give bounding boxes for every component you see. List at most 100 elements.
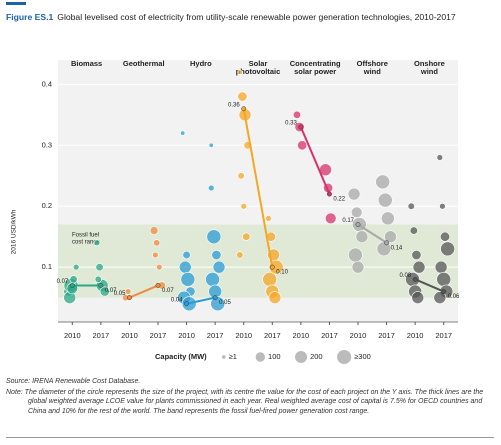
x-tick-label: 2017 bbox=[150, 331, 167, 340]
average-point bbox=[212, 295, 218, 301]
project-bubble bbox=[384, 230, 397, 244]
average-point bbox=[98, 282, 104, 288]
project-bubble bbox=[439, 203, 446, 210]
project-bubble bbox=[149, 226, 159, 235]
average-point bbox=[355, 222, 361, 227]
x-tick-label: 2010 bbox=[121, 331, 138, 340]
x-tick-label: 2017 bbox=[207, 331, 224, 340]
project-bubble bbox=[94, 275, 102, 283]
x-tick-label: 2010 bbox=[178, 331, 195, 340]
project-bubble bbox=[93, 239, 101, 247]
value-label: 0.36 bbox=[228, 102, 240, 108]
average-line bbox=[414, 278, 445, 293]
band-label-line: cost range bbox=[72, 239, 101, 245]
average-point bbox=[184, 301, 190, 307]
category-label: Hydro bbox=[190, 59, 212, 68]
average-point bbox=[298, 124, 304, 130]
value-label: 0.14 bbox=[391, 245, 403, 251]
y-tick-label: 0.4 bbox=[42, 79, 52, 88]
project-bubble bbox=[72, 263, 80, 271]
project-bubble bbox=[377, 192, 393, 208]
header: Figure ES.1 Global levelised cost of elec… bbox=[6, 0, 486, 23]
legend-label: ≥1 bbox=[229, 352, 237, 361]
project-bubble bbox=[375, 174, 391, 190]
x-tick-label: 2017 bbox=[93, 331, 110, 340]
project-bubble bbox=[351, 260, 365, 274]
average-line bbox=[357, 223, 388, 244]
value-label: 0.10 bbox=[276, 270, 288, 276]
average-line bbox=[299, 126, 331, 195]
category-label-line: wind bbox=[363, 67, 381, 76]
category-label-line: solar power bbox=[294, 67, 336, 76]
project-bubble bbox=[156, 263, 163, 271]
project-bubble bbox=[325, 212, 337, 225]
project-bubble bbox=[347, 187, 361, 201]
y-tick-label: 0.1 bbox=[42, 262, 52, 271]
project-bubble bbox=[355, 230, 369, 244]
x-tick-label: 2017 bbox=[264, 331, 281, 340]
average-point bbox=[326, 191, 332, 197]
y-axis-label: 2016 USD/kWh bbox=[11, 209, 18, 254]
project-bubble bbox=[237, 172, 245, 180]
project-bubble bbox=[205, 272, 220, 287]
project-bubble bbox=[182, 250, 191, 260]
project-bubble bbox=[381, 211, 395, 226]
project-bubble bbox=[407, 202, 415, 210]
project-bubble bbox=[297, 140, 308, 151]
legend-bubble bbox=[255, 352, 266, 362]
accent-bar bbox=[6, 2, 26, 5]
project-bubble bbox=[376, 241, 392, 257]
project-bubble bbox=[180, 130, 186, 136]
project-bubble bbox=[237, 69, 243, 75]
category-label-line: Solar bbox=[249, 59, 268, 68]
average-point bbox=[126, 295, 132, 301]
category-label: Solar photovoltaic bbox=[236, 59, 281, 76]
project-bubble bbox=[208, 142, 214, 148]
project-bubble bbox=[436, 272, 452, 287]
project-bubble bbox=[212, 260, 226, 274]
x-tick-label: 2010 bbox=[64, 331, 81, 340]
x-tick-label: 2010 bbox=[235, 331, 252, 340]
x-tick-label: 2017 bbox=[435, 331, 452, 340]
figure-label: Figure ES.1 bbox=[6, 12, 54, 22]
project-bubble bbox=[99, 286, 110, 297]
project-bubble bbox=[240, 203, 247, 210]
project-bubble bbox=[350, 206, 363, 219]
y-tick-label: 0.2 bbox=[42, 201, 52, 210]
project-bubble bbox=[208, 184, 215, 192]
average-point bbox=[384, 240, 390, 246]
band-label-line: Fossil fuel bbox=[72, 232, 99, 238]
value-label: 0.08 bbox=[399, 273, 411, 279]
project-bubble bbox=[292, 110, 302, 119]
category-label-line: Offshore bbox=[357, 59, 388, 68]
category-label: Concentrating solar power bbox=[290, 59, 341, 76]
category-label: Onshore wind bbox=[414, 59, 445, 76]
project-bubble bbox=[433, 291, 447, 304]
project-bubble bbox=[242, 232, 251, 241]
project-bubble bbox=[152, 251, 159, 259]
x-tick-label: 2010 bbox=[293, 331, 310, 340]
average-point bbox=[155, 282, 161, 288]
project-bubble bbox=[180, 272, 196, 287]
project-bubble bbox=[153, 239, 161, 247]
average-line bbox=[242, 108, 274, 268]
project-bubble bbox=[206, 229, 222, 245]
x-tick-label: 2017 bbox=[378, 331, 395, 340]
project-bubble bbox=[237, 91, 248, 102]
project-bubble bbox=[411, 249, 422, 260]
legend-label: 200 bbox=[310, 352, 323, 361]
project-bubble bbox=[124, 288, 132, 295]
category-label-line: Onshore bbox=[414, 59, 445, 68]
project-bubble bbox=[411, 291, 425, 304]
fossil-band bbox=[58, 224, 458, 298]
average-point bbox=[412, 276, 418, 282]
legend-bubble bbox=[295, 350, 308, 364]
average-point bbox=[441, 289, 447, 294]
value-label: 0.07 bbox=[57, 279, 69, 285]
value-label: 0.17 bbox=[342, 218, 354, 224]
value-label: 0.22 bbox=[333, 197, 345, 203]
x-tick-label: 2017 bbox=[321, 331, 338, 340]
value-label: 0.05 bbox=[114, 291, 126, 297]
category-label-line: Concentrating bbox=[290, 59, 341, 68]
